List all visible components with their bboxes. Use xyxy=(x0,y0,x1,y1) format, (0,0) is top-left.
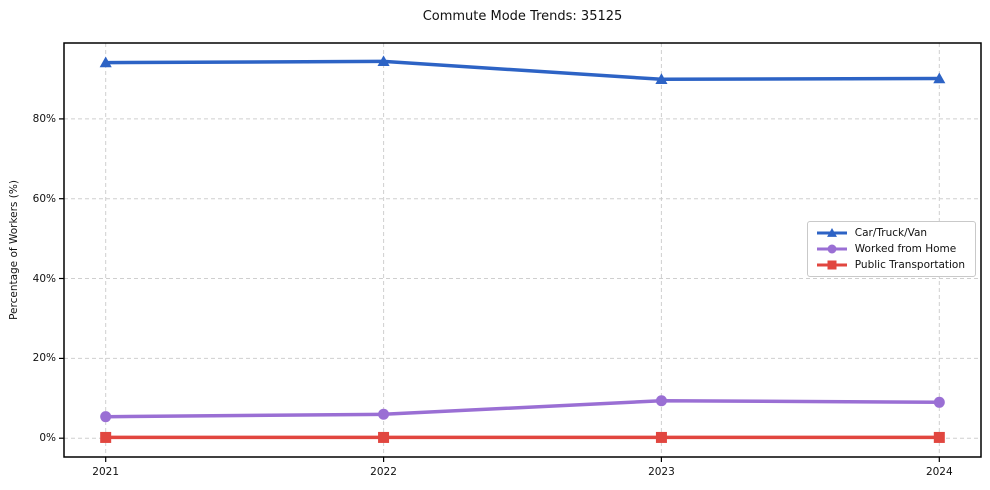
y-tick-label: 20% xyxy=(32,352,56,365)
legend-item: Worked from Home xyxy=(816,243,965,255)
plot-border xyxy=(63,42,982,458)
circle-marker xyxy=(933,396,945,408)
y-tick-label: 60% xyxy=(32,192,56,205)
x-tick-label: 2024 xyxy=(925,466,953,478)
square-marker xyxy=(827,260,837,270)
x-tick-label: 2022 xyxy=(370,466,397,478)
circle-marker xyxy=(827,244,837,254)
square-marker xyxy=(933,431,945,443)
square-marker xyxy=(100,431,112,443)
x-tick-label: 2023 xyxy=(648,466,675,478)
legend-label: Car/Truck/Van xyxy=(854,227,928,239)
y-tick-label: 40% xyxy=(32,272,56,285)
series-line xyxy=(103,398,942,419)
circle-marker xyxy=(378,408,390,420)
triangle-marker xyxy=(933,72,946,84)
square-marker xyxy=(655,431,667,443)
series-line xyxy=(103,59,942,82)
y-tick-label: 80% xyxy=(32,112,56,125)
square-marker xyxy=(378,431,390,443)
legend-sample-triangle-icon xyxy=(816,228,847,237)
triangle-marker xyxy=(99,56,112,68)
legend-sample-circle-icon xyxy=(816,244,847,254)
triangle-marker xyxy=(655,73,668,85)
circle-marker xyxy=(655,395,667,407)
legend-label: Public Transportation xyxy=(854,259,965,271)
y-tick-label: 0% xyxy=(39,432,56,445)
chart-title: Commute Mode Trends: 35125 xyxy=(422,9,623,24)
triangle-marker xyxy=(826,228,837,237)
legend-sample-square-icon xyxy=(816,260,847,270)
legend-item: Car/Truck/Van xyxy=(816,227,965,239)
legend-label: Worked from Home xyxy=(854,243,957,255)
legend-item: Public Transportation xyxy=(816,259,965,271)
x-tick-label: 2021 xyxy=(92,466,120,478)
circle-marker xyxy=(100,411,112,423)
legend: Car/Truck/Van Worked from Home Public Tran… xyxy=(806,221,976,277)
triangle-marker xyxy=(377,55,390,67)
